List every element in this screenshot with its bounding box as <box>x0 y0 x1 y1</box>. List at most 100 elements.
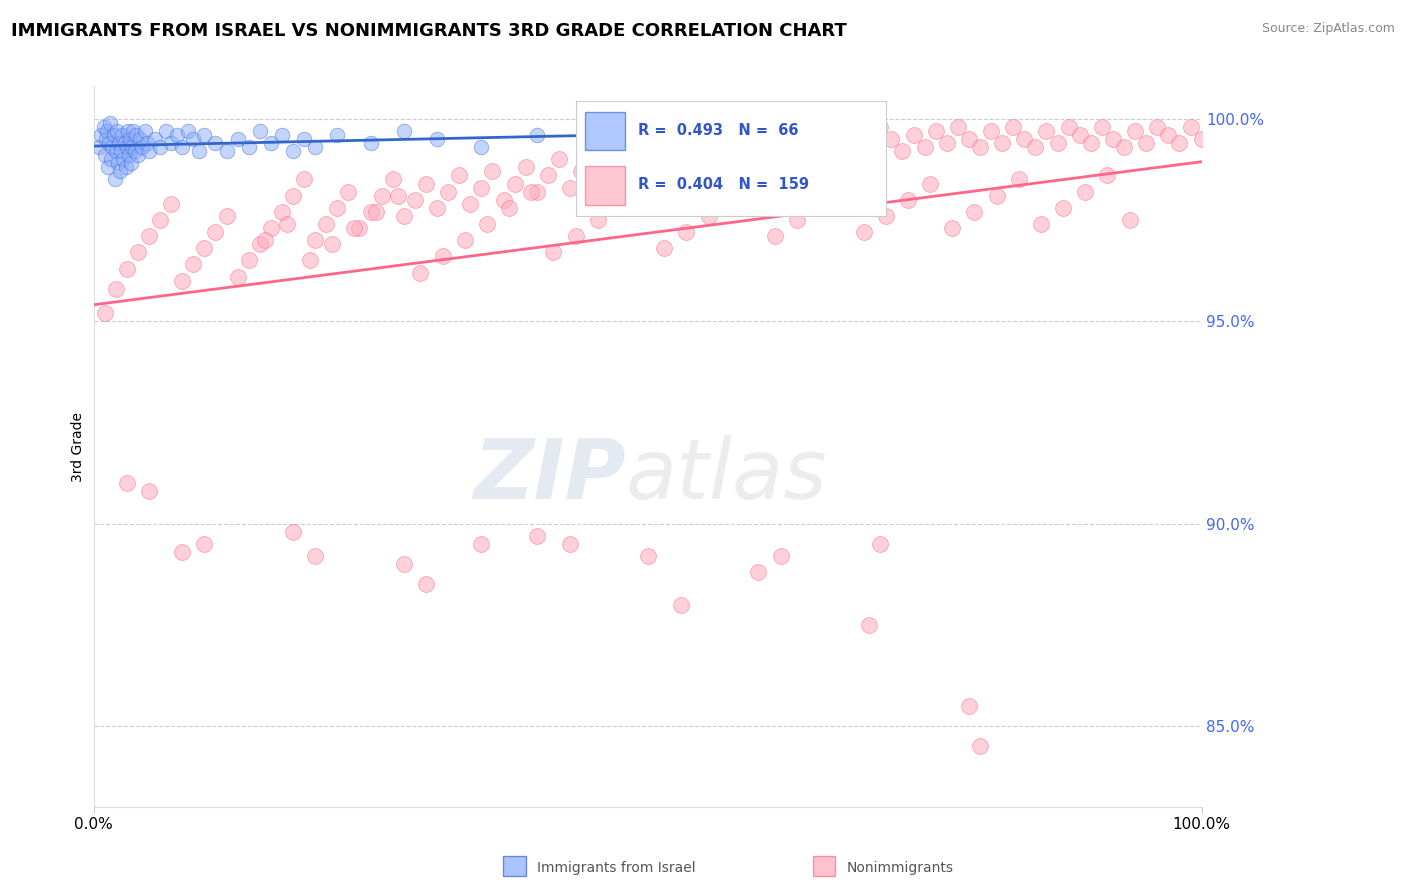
Point <box>238 140 260 154</box>
Point <box>946 120 969 134</box>
Point <box>437 185 460 199</box>
Point <box>458 196 481 211</box>
Point <box>714 128 737 142</box>
Point <box>969 739 991 754</box>
Point <box>858 136 880 150</box>
Point <box>503 177 526 191</box>
Point <box>249 237 271 252</box>
Point <box>1029 217 1052 231</box>
Point <box>238 253 260 268</box>
Point <box>741 177 763 191</box>
Point <box>392 209 415 223</box>
Point <box>852 225 875 239</box>
Point <box>115 261 138 276</box>
Point <box>93 148 115 162</box>
Point <box>193 241 215 255</box>
Point <box>692 161 714 175</box>
Point <box>105 124 128 138</box>
Point <box>769 136 792 150</box>
Point <box>1123 124 1146 138</box>
Point <box>120 132 142 146</box>
Point <box>392 124 415 138</box>
Point <box>108 136 131 150</box>
Point <box>166 128 188 142</box>
Point <box>758 153 780 167</box>
Text: atlas: atlas <box>626 435 827 516</box>
Point <box>181 258 204 272</box>
Point <box>957 698 980 713</box>
Point <box>304 233 326 247</box>
Point <box>986 188 1008 202</box>
Point <box>697 209 720 223</box>
Point <box>614 140 637 154</box>
Point <box>454 233 477 247</box>
Point <box>381 172 404 186</box>
Point <box>449 169 471 183</box>
Text: ZIP: ZIP <box>472 435 626 516</box>
Point <box>957 132 980 146</box>
Point <box>115 140 138 154</box>
Point <box>792 148 814 162</box>
Point <box>637 153 659 167</box>
Point <box>808 196 831 211</box>
Point <box>315 217 337 231</box>
Point <box>94 132 117 146</box>
Point <box>349 221 371 235</box>
Point <box>747 565 769 579</box>
Point <box>215 144 238 158</box>
Point <box>172 545 194 559</box>
Point <box>1118 213 1140 227</box>
Point <box>875 209 897 223</box>
Point <box>1002 120 1025 134</box>
Point <box>326 128 349 142</box>
Point <box>127 245 149 260</box>
Point <box>880 132 903 146</box>
Point <box>537 169 560 183</box>
Point <box>121 140 143 154</box>
Point <box>404 193 426 207</box>
Point <box>592 172 614 186</box>
Point <box>481 164 503 178</box>
Point <box>415 577 437 591</box>
Point <box>1008 172 1031 186</box>
Point <box>93 306 115 320</box>
Point <box>337 185 360 199</box>
Point <box>254 233 277 247</box>
Point <box>343 221 366 235</box>
Point <box>1112 140 1135 154</box>
Point <box>215 209 238 223</box>
Point <box>803 132 825 146</box>
Point <box>108 164 131 178</box>
Point <box>426 201 449 215</box>
Point <box>131 140 153 154</box>
Point <box>426 132 449 146</box>
Point <box>271 205 294 219</box>
Point <box>725 156 748 170</box>
Point <box>581 148 603 162</box>
Point <box>392 557 415 571</box>
Point <box>193 128 215 142</box>
Text: Source: ZipAtlas.com: Source: ZipAtlas.com <box>1261 22 1395 36</box>
Point <box>780 120 803 134</box>
Point <box>124 128 146 142</box>
Point <box>858 617 880 632</box>
Point <box>432 249 454 263</box>
Point <box>97 161 120 175</box>
Point <box>669 598 692 612</box>
Point <box>526 128 548 142</box>
Point <box>138 144 160 158</box>
Point <box>409 266 432 280</box>
Point <box>569 164 592 178</box>
Point <box>548 153 571 167</box>
Point <box>470 180 492 194</box>
Point <box>558 180 581 194</box>
Point <box>631 180 654 194</box>
Point <box>1024 140 1046 154</box>
Point <box>107 156 129 170</box>
Point <box>90 128 112 142</box>
Point <box>814 144 837 158</box>
Point <box>1035 124 1057 138</box>
Point <box>155 124 177 138</box>
Point <box>117 124 139 138</box>
Point <box>526 185 548 199</box>
